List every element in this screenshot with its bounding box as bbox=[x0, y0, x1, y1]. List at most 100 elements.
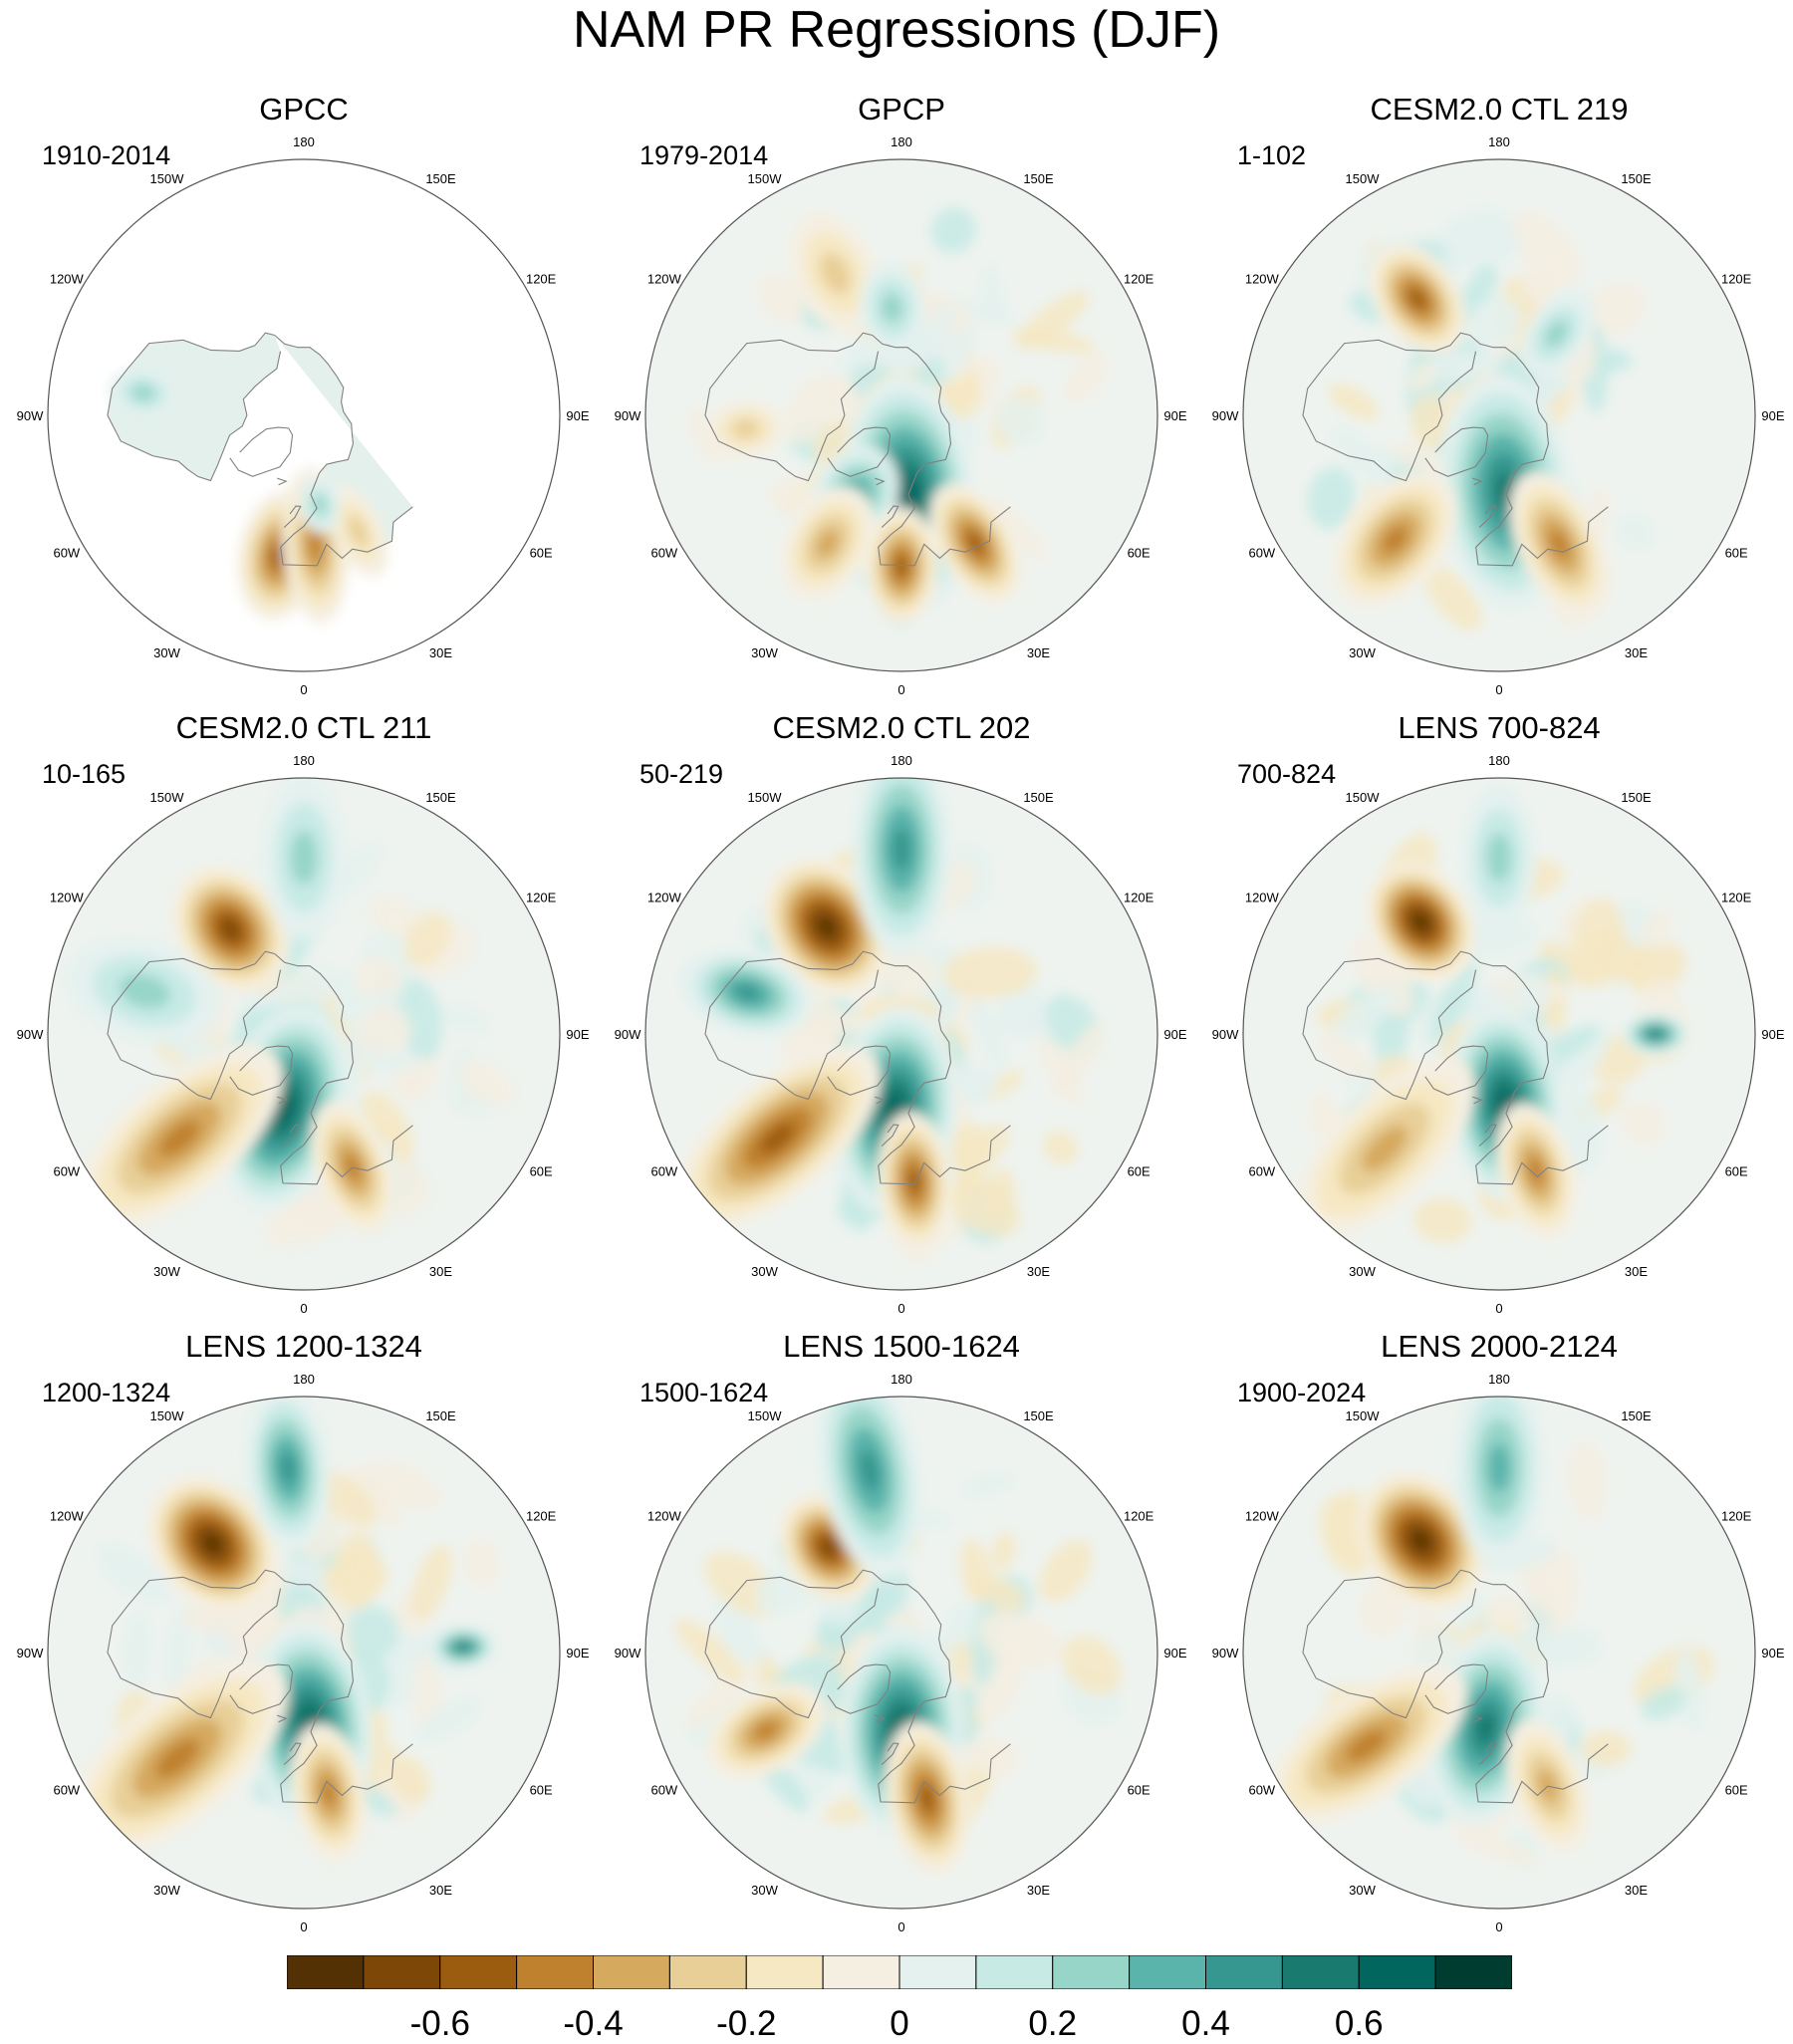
anomaly-region bbox=[76, 1046, 284, 1231]
longitude-label: 60E bbox=[1128, 1783, 1151, 1798]
longitude-label: 150W bbox=[1346, 171, 1381, 186]
panel-period: 700-824 bbox=[1237, 759, 1337, 789]
longitude-label: 90W bbox=[615, 1646, 641, 1661]
longitude-label: 90W bbox=[1212, 408, 1239, 423]
map-panel: CESM2.0 CTL 202 180 150E 120E 90E 60E 30E 0 30W 6… bbox=[615, 710, 1187, 1316]
longitude-label: 30W bbox=[751, 1883, 778, 1898]
longitude-label: 0 bbox=[300, 1301, 307, 1316]
colorbar-swatch bbox=[287, 1955, 365, 1989]
map-border bbox=[644, 158, 1158, 672]
longitude-label: 0 bbox=[897, 1919, 904, 1934]
longitude-label: 30W bbox=[1349, 1264, 1376, 1279]
panel-title: CESM2.0 CTL 202 bbox=[772, 710, 1031, 745]
longitude-label: 30E bbox=[429, 645, 452, 660]
anomaly-region bbox=[66, 1660, 289, 1858]
colorbar-tick-label: -0.2 bbox=[716, 2004, 777, 2043]
panel-title: GPCP bbox=[858, 92, 945, 127]
anomaly-region bbox=[885, 1720, 970, 1876]
anomaly-region bbox=[1332, 471, 1458, 608]
panel-title: GPCC bbox=[259, 92, 349, 127]
colorbar-swatch bbox=[439, 1955, 518, 1989]
longitude-label: 120E bbox=[1124, 891, 1154, 905]
longitude-label: 180 bbox=[293, 134, 315, 149]
longitude-label: 180 bbox=[891, 753, 912, 768]
anomaly-region bbox=[929, 483, 1022, 605]
longitude-label: 0 bbox=[300, 1919, 307, 1934]
anomaly-region bbox=[780, 486, 875, 601]
anomaly-region bbox=[1357, 1471, 1485, 1611]
anomaly-region bbox=[429, 1626, 496, 1667]
anomaly-region bbox=[1509, 471, 1610, 618]
longitude-label: 120W bbox=[1245, 891, 1280, 905]
panel-title: LENS 1500-1624 bbox=[783, 1329, 1020, 1364]
colorbar-swatch bbox=[975, 1955, 1054, 1989]
longitude-label: 150W bbox=[1346, 1408, 1381, 1423]
anomaly-region bbox=[146, 1475, 278, 1612]
longitude-label: 90W bbox=[17, 1027, 44, 1042]
longitude-label: 60W bbox=[53, 546, 80, 561]
panel-period: 1910-2014 bbox=[42, 140, 171, 170]
longitude-label: 30W bbox=[1349, 1883, 1376, 1898]
longitude-label: 30W bbox=[153, 1264, 180, 1279]
polar-map: 180 150E 120E 90E 60E 30E 0 30W 60W 90W 120W 150W bbox=[615, 1372, 1187, 1934]
longitude-label: 150W bbox=[150, 790, 185, 805]
map-panel: LENS 700-824 180 150E 120E 90E 60E 30E 0 30W 60W 9… bbox=[1212, 710, 1785, 1316]
colorbar-swatch bbox=[363, 1955, 441, 1989]
longitude-label: 60E bbox=[1725, 1164, 1748, 1179]
map-border bbox=[1242, 777, 1756, 1291]
map-panel: CESM2.0 CTL 219 180 150E 120E 90E 60E 30E 0 30W 6… bbox=[1212, 92, 1785, 697]
longitude-label: 30E bbox=[1625, 645, 1648, 660]
longitude-label: 150E bbox=[1023, 171, 1054, 186]
polar-map: 180 150E 120E 90E 60E 30E 0 30W 60W 90W 120W 150W bbox=[17, 753, 590, 1316]
coastlines bbox=[1302, 332, 1609, 567]
longitude-label: 90W bbox=[615, 1027, 641, 1042]
map-border bbox=[1242, 158, 1756, 672]
longitude-label: 180 bbox=[891, 1372, 912, 1387]
polar-map: 180 150E 120E 90E 60E 30E 0 30W 60W 90W 120W 150W bbox=[1212, 134, 1785, 697]
longitude-label: 0 bbox=[1495, 1919, 1502, 1934]
longitude-label: 90E bbox=[1761, 1027, 1784, 1042]
anomaly-region bbox=[109, 368, 178, 418]
colorbar-swatch bbox=[1434, 1955, 1512, 1989]
longitude-label: 60E bbox=[1725, 546, 1748, 561]
longitude-label: 60W bbox=[53, 1164, 80, 1179]
panel-title: CESM2.0 CTL 211 bbox=[175, 710, 432, 745]
anomaly-region bbox=[262, 778, 346, 940]
longitude-label: 120E bbox=[1721, 891, 1752, 905]
panel-period: 50-219 bbox=[640, 759, 724, 789]
longitude-label: 30E bbox=[1027, 1883, 1050, 1898]
panel-period: 1900-2024 bbox=[1237, 1378, 1367, 1407]
panel-period: 1-102 bbox=[1237, 140, 1307, 170]
longitude-label: 90E bbox=[1163, 408, 1186, 423]
anomaly-region bbox=[327, 485, 388, 578]
longitude-label: 150E bbox=[1621, 171, 1652, 186]
anomaly-region bbox=[673, 1046, 882, 1231]
coastlines bbox=[704, 1569, 1011, 1804]
longitude-label: 90W bbox=[17, 408, 44, 423]
map-panel: CESM2.0 CTL 211 180 150E 120E 90E 60E 30E 0 30W 6… bbox=[17, 710, 590, 1316]
colorbar-tick-label: 0.2 bbox=[1028, 2004, 1078, 2043]
longitude-label: 90E bbox=[1163, 1646, 1186, 1661]
anomaly-region bbox=[1623, 1013, 1688, 1055]
longitude-label: 90E bbox=[566, 408, 589, 423]
longitude-label: 150E bbox=[425, 171, 456, 186]
longitude-label: 60W bbox=[1248, 1783, 1275, 1798]
longitude-label: 150W bbox=[748, 1408, 783, 1423]
longitude-label: 150W bbox=[1346, 790, 1381, 805]
panel-period: 1200-1324 bbox=[42, 1378, 171, 1407]
coastlines bbox=[1302, 1569, 1609, 1804]
longitude-label: 150E bbox=[1023, 1408, 1054, 1423]
longitude-label: 120E bbox=[526, 1509, 557, 1524]
anomaly-region bbox=[817, 1397, 921, 1578]
longitude-label: 0 bbox=[1495, 682, 1502, 697]
longitude-label: 150W bbox=[748, 790, 783, 805]
longitude-label: 150E bbox=[1621, 790, 1652, 805]
longitude-label: 120W bbox=[647, 272, 682, 287]
longitude-label: 30E bbox=[1625, 1883, 1648, 1898]
longitude-label: 180 bbox=[293, 1372, 315, 1387]
longitude-label: 120W bbox=[647, 891, 682, 905]
anomaly-region bbox=[171, 865, 290, 994]
colorbar-tick-label: -0.6 bbox=[409, 2004, 470, 2043]
longitude-label: 60W bbox=[650, 1783, 677, 1798]
map-panel: LENS 2000-2124 180 150E 120E 90E 60E 30E 0 30W 60… bbox=[1212, 1329, 1785, 1934]
